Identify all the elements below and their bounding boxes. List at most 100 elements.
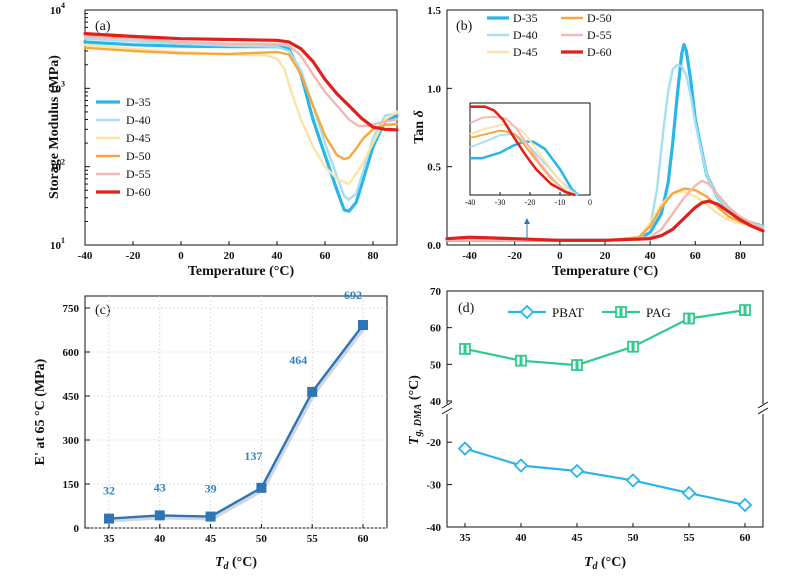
panel-d-x-tick-label: 55: [684, 532, 696, 544]
panel-d-x-tick-label: 60: [740, 532, 752, 544]
inset-x-tick-label: 0: [588, 198, 592, 207]
panel-d-y-tick-label: 50: [430, 359, 442, 371]
panel-a: (a) Temperature (°C) Storage Modulus (MP…: [47, 1, 399, 279]
panel-a-line-d-60: [83, 31, 399, 132]
panel-d-frame: [446, 290, 764, 528]
panel-c-y-tick-label: 450: [63, 391, 80, 403]
panel-c-data-label: 39: [205, 482, 217, 496]
panel-c-data-label: 137: [244, 449, 262, 463]
panel-d-marker-pbat: [457, 441, 473, 456]
panel-a-x-title: Temperature (°C): [188, 264, 295, 279]
panel-d-x-title: Td (°C): [584, 555, 626, 572]
panel-b-legend: D-35 D-40 D-45 D-50 D-55 D-60: [487, 11, 612, 59]
panel-c-x-ticks: 35 40 45 50 55 60: [104, 524, 370, 545]
panel-c-data-label: 32: [103, 484, 115, 498]
panel-d-marker-bar-pag: [575, 360, 579, 371]
panel-d-marker-bar-pag: [743, 305, 747, 316]
panel-d-y-title-sub: g, DMA: [413, 403, 424, 437]
panel-d-y-title: Tg, DMA (°C): [407, 375, 424, 445]
panel-a-x-tick-label: 0: [178, 250, 184, 262]
panel-c-y-tick-label: 300: [63, 435, 80, 447]
panel-b-x-tick-label: 40: [645, 250, 657, 262]
panel-d-x-ticks: 35 40 45 50 55 60: [460, 523, 752, 544]
panel-b-x-tick-label: -40: [462, 250, 477, 262]
panel-c: (c) Td (°C) E' at 65 °C (MPa) 35 40 45 50 55…: [33, 288, 388, 572]
panel-c-marker: [104, 513, 114, 524]
panel-a-line-d-50: [83, 46, 399, 161]
panel-d-y-ticks: 40 50 60 70 -40 -30 -20: [426, 286, 452, 534]
panel-a-y-tick-label: 103: [50, 79, 65, 95]
panel-c-x-title-sub: d: [224, 561, 230, 572]
panel-a-x-tick-label: 60: [320, 250, 332, 262]
panel-c-frame: [84, 295, 388, 529]
panel-a-line-d-40: [83, 37, 399, 201]
axis-break-mark: [757, 401, 769, 409]
panel-b-inset: -40 -30 -20 -10 0: [465, 102, 592, 207]
panel-b-tag: (b): [456, 19, 473, 34]
panel-d-marker-bar-pag: [519, 355, 523, 366]
panel-c-x-tick-label: 35: [104, 533, 116, 545]
panel-d-marker-pbat: [681, 485, 697, 501]
panel-d-x-tick-label: 50: [628, 532, 640, 544]
panel-b-y-title: Tan δ: [412, 110, 427, 144]
panel-a-x-tick-label: 80: [368, 250, 380, 262]
panel-d-legend-label-pbat: PBAT: [552, 305, 584, 320]
panel-b-legend-label-d-35: D-35: [513, 11, 538, 25]
panel-b-x-ticks: -40 -20 0 20 40 60 80: [462, 241, 746, 262]
panel-a-y-tick-base: 10: [50, 5, 62, 17]
panel-a-y-tick-exp: 3: [61, 79, 65, 88]
inset-line-d-60: [470, 105, 576, 197]
panel-b-x-tick-label: 60: [690, 250, 702, 262]
panel-d-y-title-main: T: [407, 435, 422, 445]
panel-c-marker: [154, 510, 165, 521]
panel-a-line-d-55: [83, 35, 399, 128]
inset-x-tick-label: -20: [525, 198, 536, 207]
panel-c-x-tick-label: 40: [154, 533, 166, 545]
panel-a-x-tick-label: 40: [272, 250, 284, 262]
panel-b-legend-label-d-40: D-40: [513, 28, 538, 42]
panel-d-marker-pbat: [513, 458, 529, 473]
panel-b-legend-label-d-45: D-45: [513, 45, 538, 59]
panel-c-x-tick-label: 60: [358, 533, 370, 545]
panel-d-y-tick-label: -30: [426, 480, 441, 492]
panel-b-line-d-40: [445, 63, 765, 242]
inset-line-d-35: [470, 140, 579, 196]
panel-d-marker-pbat: [737, 497, 753, 513]
axis-break-gap: [441, 404, 453, 414]
axis-break-mark: [441, 401, 453, 409]
panel-a-legend-label-d-40: D-40: [126, 113, 151, 127]
panel-d-x-title-sub: d: [593, 561, 599, 572]
panel-c-data-label: 464: [289, 353, 307, 367]
panel-d-marker-bar-pag: [631, 341, 635, 352]
panel-b-series: [445, 42, 765, 242]
inset-line-d-40: [469, 133, 579, 196]
panel-a-y-tick-label: 101: [50, 236, 65, 252]
panel-c-grid: [85, 296, 387, 529]
panel-d-marker-bar-pag: [463, 343, 467, 354]
panel-b-y-tick-label: 0.0: [427, 240, 441, 252]
panel-b-x-tick-label: 0: [557, 250, 563, 262]
panel-a-y-tick-label: 104: [50, 1, 65, 17]
panel-d-tag: (d): [458, 301, 475, 316]
panel-b-x-tick-label: -20: [507, 250, 522, 262]
inset-line-d-55: [469, 115, 576, 196]
panel-c-marker: [358, 320, 368, 331]
panel-b-x-title: Temperature (°C): [552, 264, 659, 279]
panel-a-y-tick-label: 102: [50, 158, 65, 174]
panel-d-x-title-main: T: [584, 555, 594, 570]
panel-b-x-tick-label: 80: [735, 250, 747, 262]
panel-a-legend-label-d-45: D-45: [126, 131, 151, 145]
panel-a-y-tick-base: 10: [50, 83, 62, 95]
panel-d-y-tick-label: 60: [430, 323, 442, 335]
panel-a-y-tick-base: 10: [50, 240, 62, 252]
panel-c-x-title-unit: (°C): [229, 555, 258, 570]
panel-c-y-tick-label: 0: [74, 523, 80, 535]
panel-d-axis-break: [441, 401, 769, 415]
panel-a-y-tick-base: 10: [50, 162, 62, 174]
panel-d-line-pag: [464, 309, 746, 367]
panel-a-x-tick-label: -20: [126, 250, 141, 262]
panel-c-x-tick-label: 50: [256, 533, 268, 545]
panel-c-x-tick-label: 45: [205, 533, 217, 545]
panel-d-x-title-unit: (°C): [598, 555, 627, 570]
